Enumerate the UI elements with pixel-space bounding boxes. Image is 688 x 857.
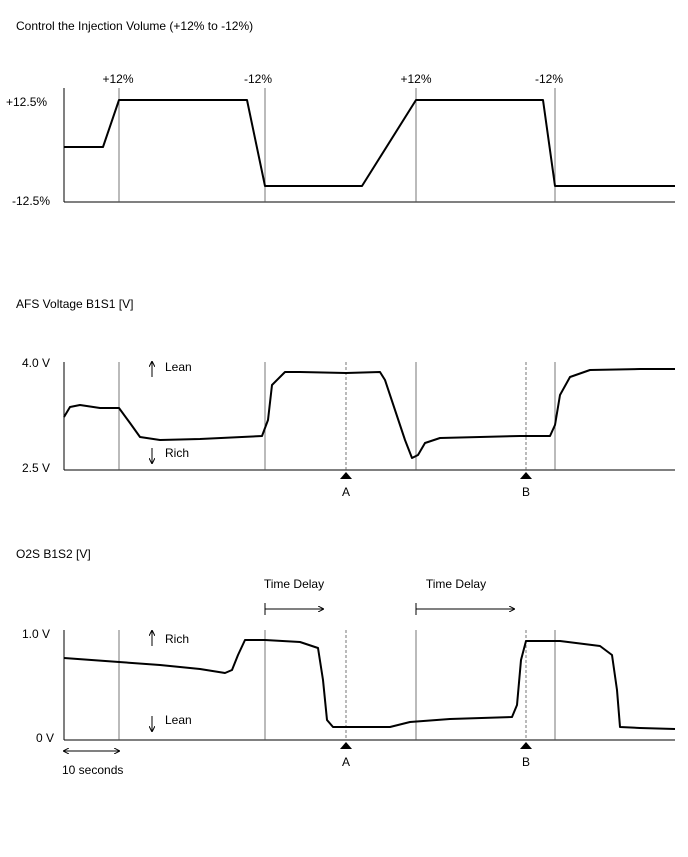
y-label: 1.0 V [22,627,50,641]
y-label: +12.5% [6,95,47,109]
o2s-panel: O2S B1S2 [V] Time Delay Time Delay 1.0 V… [16,547,676,777]
marker-label: A [342,485,350,499]
panel-title: Control the Injection Volume (+12% to -1… [16,19,253,33]
marker-label: B [522,755,530,769]
y-label: 4.0 V [22,356,50,370]
waveform [63,639,676,730]
waveform [63,368,675,459]
direction-label: Rich [165,446,189,460]
panel-title: AFS Voltage B1S1 [V] [16,297,133,311]
marker-triangle [520,472,532,479]
marker-triangle [520,742,532,749]
waveform [64,99,675,187]
step-label: +12% [102,72,133,86]
y-label: 2.5 V [22,461,50,475]
marker-label: A [342,755,350,769]
direction-label: Lean [165,360,192,374]
marker-triangle [340,742,352,749]
delay-label: Time Delay [264,577,324,591]
injection-panel: Control the Injection Volume (+12% to -1… [6,19,675,208]
scale-label: 10 seconds [62,763,123,777]
y-label: 0 V [36,731,54,745]
panel-title: O2S B1S2 [V] [16,547,91,561]
direction-label: Rich [165,632,189,646]
step-label: -12% [535,72,563,86]
direction-label: Lean [165,713,192,727]
marker-triangle [340,472,352,479]
marker-label: B [522,485,530,499]
afs-panel: AFS Voltage B1S1 [V] 4.0 V 2.5 V Lean Ri… [16,297,675,499]
step-label: +12% [400,72,431,86]
y-label: -12.5% [12,194,50,208]
step-label: -12% [244,72,272,86]
delay-label: Time Delay [426,577,486,591]
